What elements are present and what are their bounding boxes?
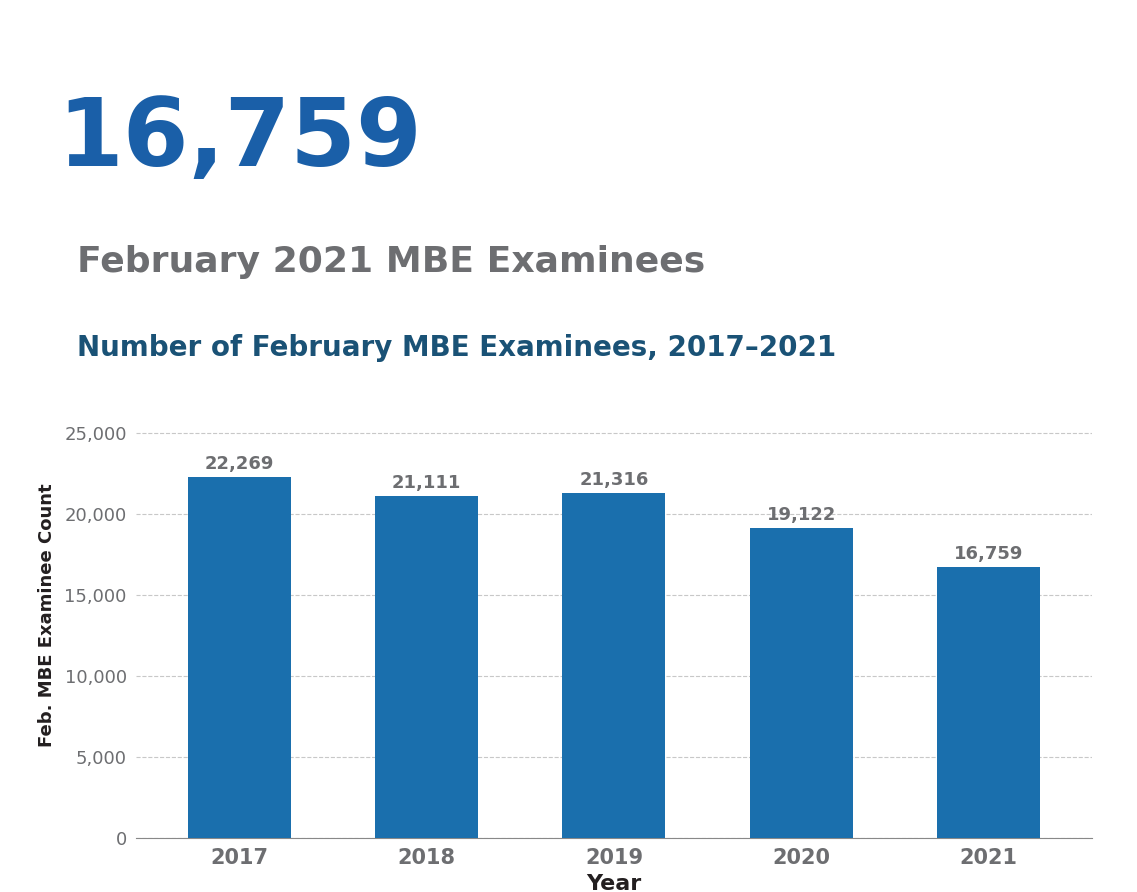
Text: 19,122: 19,122: [766, 507, 836, 524]
Bar: [375, 496, 479, 838]
Y-axis label: Feb. MBE Examinee Count: Feb. MBE Examinee Count: [38, 483, 56, 747]
Text: February 2021 MBE Examinees: February 2021 MBE Examinees: [77, 245, 706, 279]
Text: 22,269: 22,269: [205, 455, 274, 474]
Bar: [563, 492, 665, 838]
X-axis label: Year: Year: [587, 874, 641, 892]
Bar: [937, 566, 1040, 838]
Text: Number of February MBE Examinees, 2017–2021: Number of February MBE Examinees, 2017–2…: [77, 334, 837, 362]
Bar: [188, 477, 291, 838]
Bar: [749, 528, 853, 838]
Text: 21,316: 21,316: [579, 471, 649, 489]
Text: 16,759: 16,759: [57, 94, 422, 186]
Text: 16,759: 16,759: [954, 545, 1023, 563]
Text: 21,111: 21,111: [392, 474, 462, 492]
